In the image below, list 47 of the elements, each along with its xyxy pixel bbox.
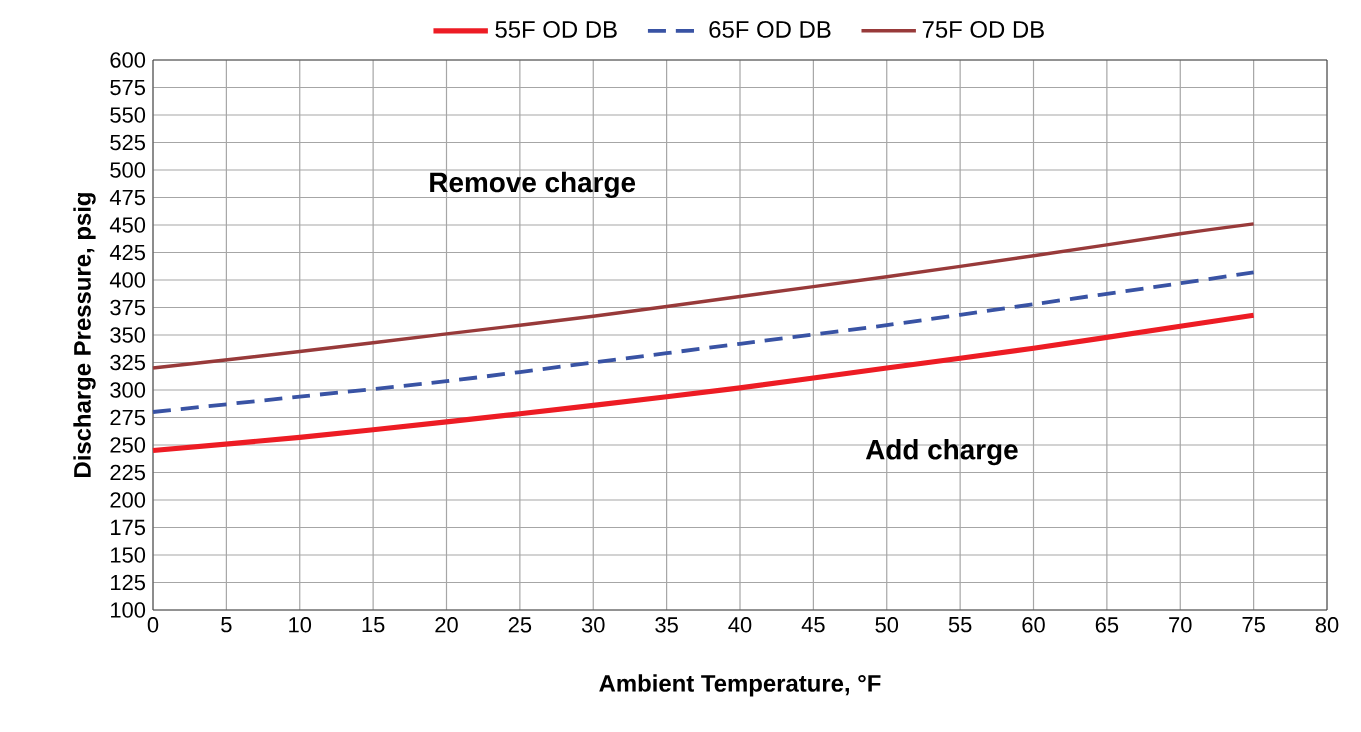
legend-label: 55F OD DB	[495, 20, 617, 38]
y-tick-label: 550	[110, 107, 146, 123]
y-tick-label: 325	[110, 354, 146, 371]
line-series	[151, 270, 1256, 414]
y-tick-label: 225	[110, 464, 146, 481]
y-tick-label: 150	[111, 547, 146, 563]
y-tick-label: 400	[109, 272, 146, 288]
y-tick-label: 275	[110, 409, 146, 426]
x-tick-label: 10	[289, 617, 312, 633]
annotation: Remove charge	[430, 171, 636, 198]
y-tick-label: 425	[109, 244, 146, 261]
annotation: Add charge	[865, 439, 1018, 466]
x-tick-label: 75	[1242, 617, 1265, 633]
y-tick-label: 475	[109, 189, 146, 206]
x-tick-label: 15	[362, 617, 385, 633]
y-tick-label: 375	[110, 299, 146, 316]
x-tick-label: 5	[221, 617, 232, 633]
x-tick-label: 50	[875, 617, 899, 633]
x-tick-label: 20	[435, 617, 458, 633]
y-tick-label: 500	[110, 162, 146, 178]
y-tick-label: 200	[110, 492, 146, 508]
x-tick-label: 25	[508, 617, 532, 633]
y-tick-label: 175	[111, 519, 146, 536]
y-tick-label: 100	[111, 602, 146, 618]
y-tick-label: 575	[110, 79, 146, 96]
y-axis-title: Discharge Pressure, psig	[73, 193, 96, 477]
y-tick-label: 600	[110, 52, 146, 68]
x-tick-label: 35	[655, 617, 678, 633]
x-tick-label: 40	[728, 617, 752, 633]
x-tick-label: 60	[1022, 617, 1045, 633]
x-tick-label: 0	[147, 617, 159, 633]
x-tick-label: 30	[581, 617, 605, 633]
y-tick-label: 300	[110, 382, 146, 398]
x-tick-label: 80	[1315, 617, 1339, 633]
x-tick-label: 65	[1095, 617, 1119, 633]
y-tick-label: 450	[109, 217, 146, 233]
legend-label: 75F OD DB	[922, 20, 1044, 38]
x-tick-label: 45	[801, 617, 825, 633]
x-axis-title: Ambient Temperature, °F	[599, 674, 881, 697]
x-tick-label: 55	[948, 617, 972, 633]
legend-label: 65F OD DB	[709, 20, 831, 38]
line-series	[151, 222, 1256, 370]
y-tick-label: 525	[110, 134, 146, 151]
x-tick-label: 70	[1169, 617, 1192, 633]
y-tick-label: 125	[111, 574, 146, 591]
y-tick-label: 350	[110, 327, 146, 343]
y-tick-label: 250	[110, 437, 146, 453]
